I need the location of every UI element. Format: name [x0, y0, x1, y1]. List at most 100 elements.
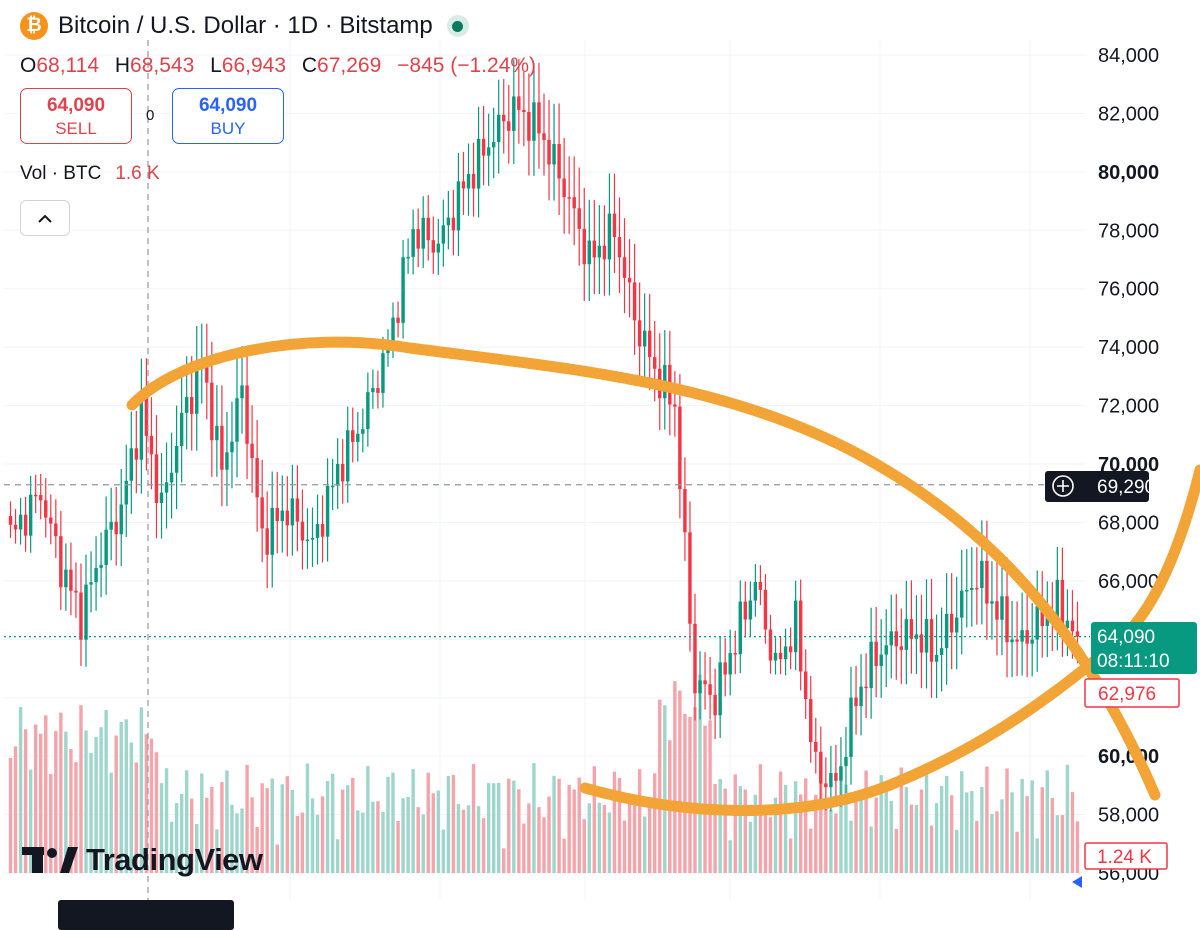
volume-bar	[1065, 764, 1070, 873]
candle-body	[683, 489, 687, 533]
candle-body	[84, 584, 88, 640]
volume-bars	[8, 674, 1080, 873]
volume-bar	[366, 766, 370, 873]
volume-bar	[129, 742, 134, 873]
open-value: 68,114	[36, 54, 100, 77]
volume-bar	[970, 790, 974, 873]
volume-bar	[622, 820, 627, 873]
volume-bar	[1015, 831, 1019, 873]
volume-bar	[582, 819, 586, 873]
candle-body	[250, 443, 254, 459]
volume-bar	[406, 796, 410, 873]
volume-bar	[200, 773, 204, 873]
candle-body	[733, 653, 737, 655]
volume-tag: 1.24 K	[1084, 842, 1168, 870]
volume-bar	[44, 715, 48, 873]
candle-body	[376, 388, 380, 393]
candle-body	[542, 133, 546, 140]
volume-bar	[184, 770, 189, 873]
candle-body	[49, 517, 53, 524]
candle-body	[612, 213, 617, 238]
volume-bar	[829, 809, 833, 873]
volume-bar	[99, 727, 103, 873]
volume-bar	[783, 784, 788, 873]
candle-body	[396, 317, 400, 323]
candle-body	[225, 452, 229, 470]
symbol-title[interactable]: Bitcoin / U.S. Dollar · 1D · Bitstamp	[58, 12, 433, 39]
candle-body	[678, 406, 682, 490]
volume-bar	[18, 707, 23, 873]
candle-body	[391, 317, 395, 345]
sell-price: 64,090	[46, 95, 106, 116]
candle-body	[834, 773, 838, 781]
candle-body	[371, 388, 375, 393]
buy-button[interactable]: 64,090 BUY	[172, 88, 284, 144]
candle-body	[99, 564, 103, 568]
candle-body	[899, 646, 904, 650]
candle-body	[471, 173, 476, 189]
candle-body	[567, 197, 571, 199]
volume-bar	[220, 782, 224, 873]
candle-body	[366, 392, 370, 430]
candle-body	[1000, 596, 1004, 620]
volume-bar	[84, 730, 88, 873]
candle-body	[154, 454, 159, 504]
candle-body	[305, 539, 310, 542]
symbol-header[interactable]: ₿ Bitcoin / U.S. Dollar · 1D · Bitstamp	[20, 12, 469, 40]
candle-body	[738, 601, 742, 655]
candle-body	[1015, 639, 1019, 642]
volume-bar	[849, 820, 853, 873]
candle-body	[240, 385, 244, 399]
candle-body	[1005, 596, 1009, 643]
volume-bar	[89, 753, 93, 873]
volume-bar	[572, 789, 576, 873]
candle-body	[149, 435, 154, 455]
candle-body	[688, 532, 692, 624]
volume-legend[interactable]: Vol · BTC 1.6 K	[20, 163, 160, 185]
candle-body	[970, 587, 974, 590]
collapse-legend-button[interactable]	[20, 200, 70, 236]
candle-body	[260, 497, 264, 529]
candle-body	[179, 412, 184, 446]
candle-body	[189, 397, 194, 414]
volume-bar	[960, 771, 964, 873]
volume-bar	[351, 777, 355, 873]
candle-body	[351, 430, 355, 442]
candle-body	[184, 397, 189, 413]
volume-bar	[371, 801, 375, 873]
volume-bar	[461, 809, 466, 873]
candle-body	[824, 783, 828, 788]
price-axis[interactable]: 84,000 82,000 80,000 78,000 76,000 74,000 72,0…	[1098, 45, 1159, 885]
candle-body	[829, 773, 833, 788]
y-tick-label: 80,000	[1098, 162, 1159, 184]
candle-body	[169, 472, 174, 483]
candle-body	[456, 181, 461, 231]
candle-body	[381, 353, 385, 393]
candle-body	[451, 217, 456, 231]
candle-body	[195, 366, 199, 414]
volume-bar	[884, 786, 888, 873]
candle-body	[18, 514, 23, 530]
volume-bar	[189, 798, 194, 873]
volume-bar	[230, 804, 234, 873]
candle-body	[300, 521, 305, 541]
tradingview-logo[interactable]: TradingView	[22, 842, 263, 878]
volume-bar	[758, 764, 763, 873]
scroll-marker-icon	[1072, 876, 1082, 888]
candle-body	[109, 521, 113, 530]
volume-bar	[1000, 799, 1004, 873]
candle-body	[335, 463, 340, 486]
candle-body	[924, 619, 929, 653]
sell-button[interactable]: 64,090 SELL	[20, 88, 132, 144]
candle-body	[537, 102, 541, 134]
volume-bar	[688, 716, 692, 873]
annotation-arc	[126, 336, 1161, 801]
volume-bar	[678, 690, 682, 873]
volume-bar	[79, 705, 83, 873]
volume-bar	[824, 800, 828, 873]
candle-body	[491, 142, 496, 148]
volume-bar	[864, 770, 868, 873]
volume-bar	[486, 783, 491, 873]
volume-bar	[703, 725, 707, 873]
